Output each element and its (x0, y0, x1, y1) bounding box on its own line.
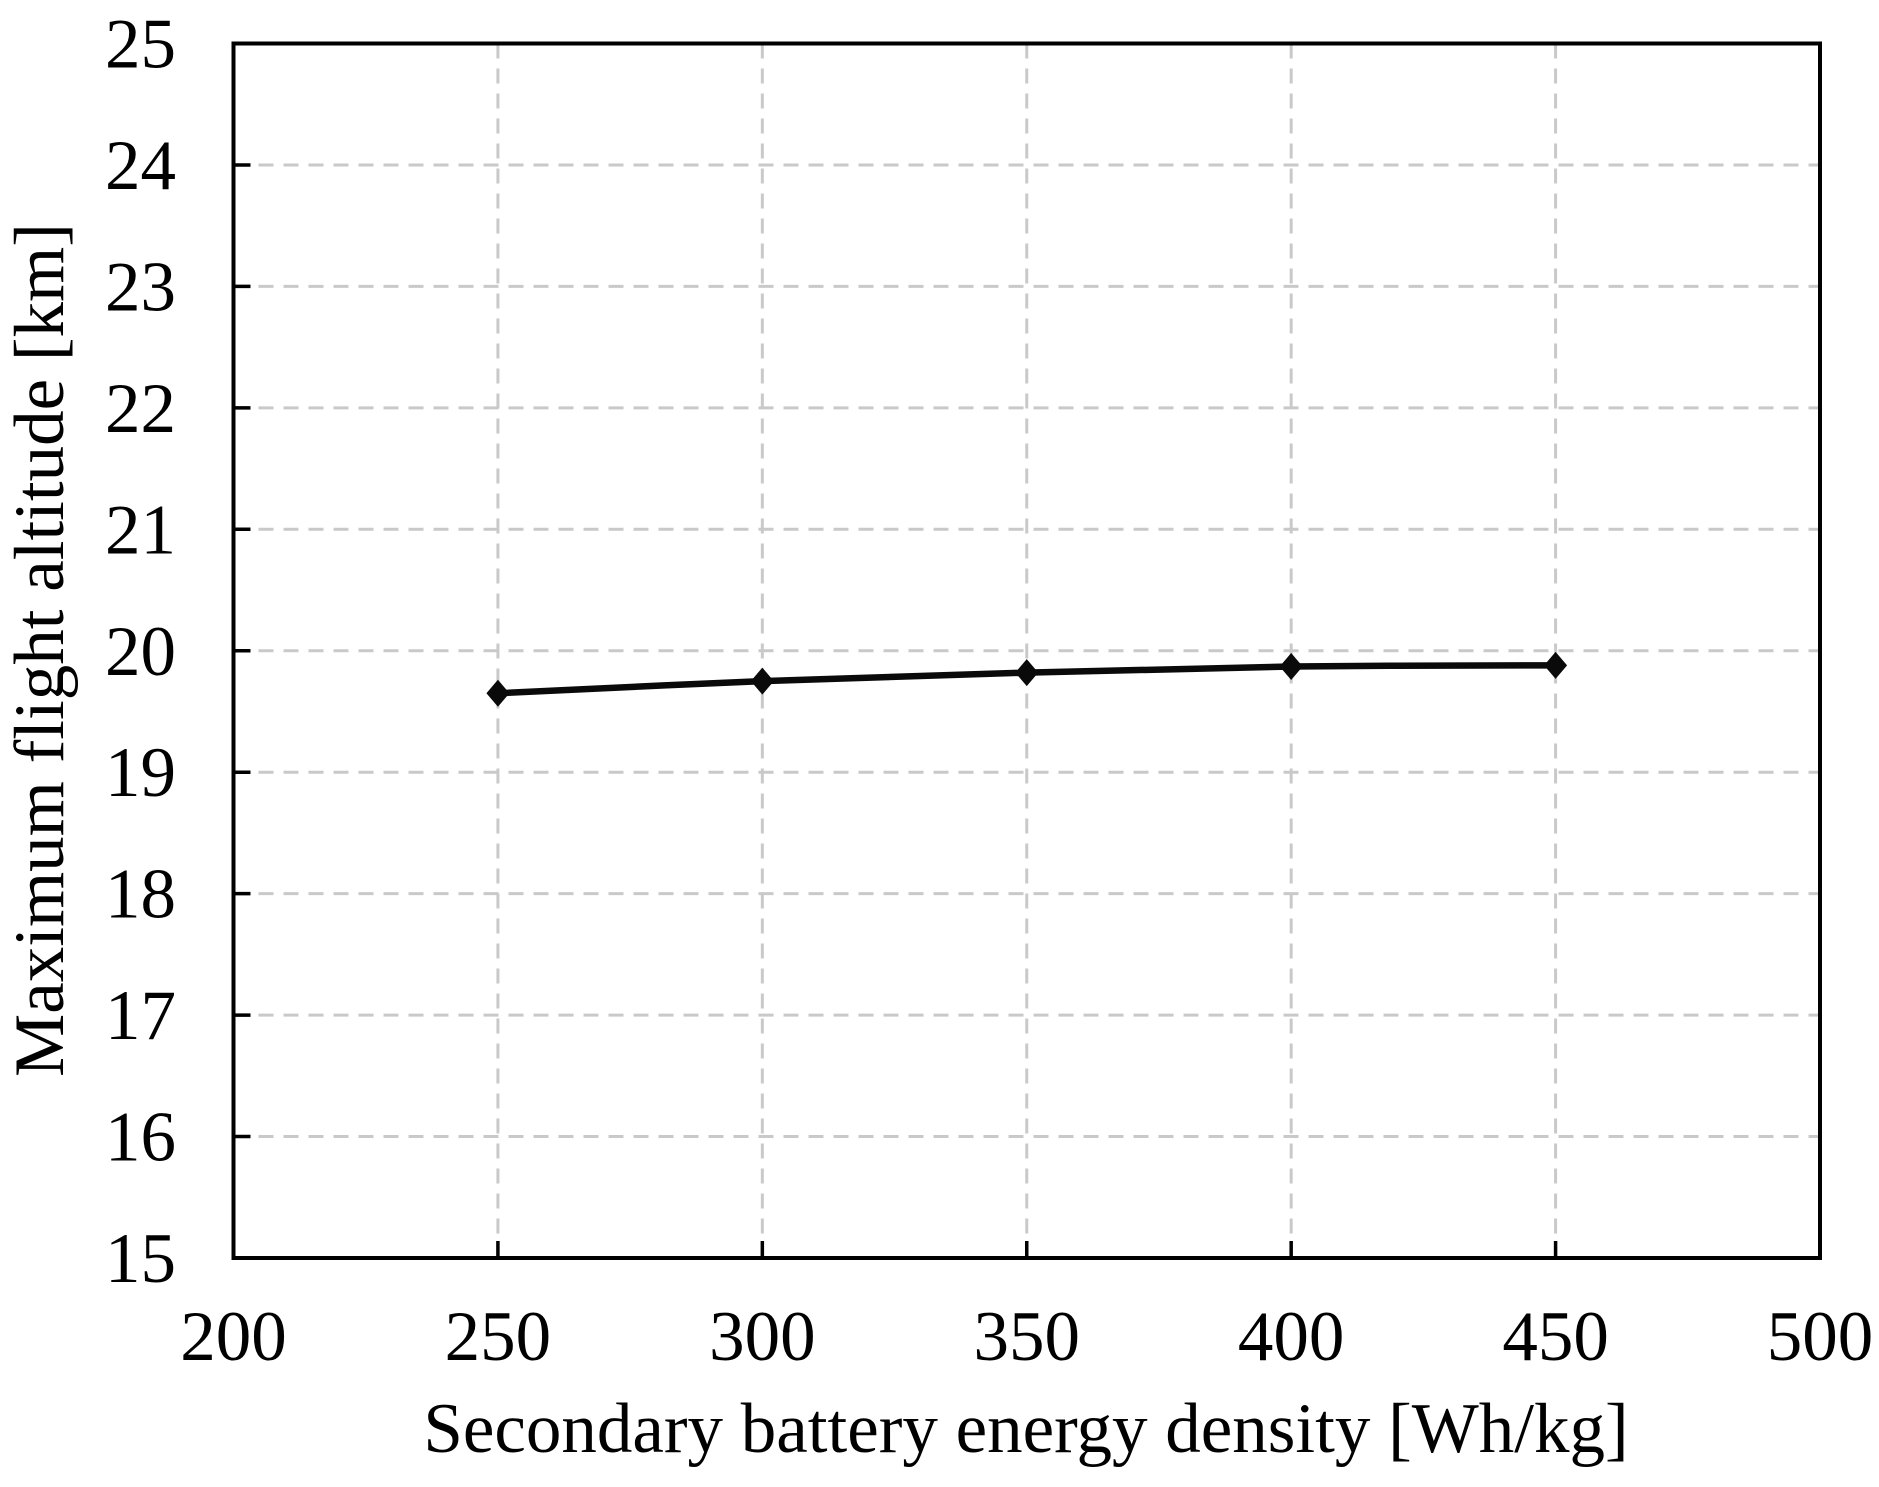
data-point-marker-250 (486, 679, 510, 707)
x-axis-title: Secondary battery energy density [Wh/kg] (423, 1390, 1628, 1468)
y-tick-label-22: 22 (105, 370, 176, 448)
y-tick-label-23: 23 (105, 248, 176, 326)
axis-tick-marks (233, 163, 1558, 1258)
x-tick-label-250: 250 (445, 1298, 552, 1376)
x-axis-tick-labels: 200 250 300 350 400 450 500 (180, 1298, 1873, 1376)
data-point-marker-300 (750, 667, 774, 695)
y-tick-label-25: 25 (105, 6, 176, 84)
y-axis-title: Maximum flight altitude [km] (1, 223, 79, 1077)
y-tick-label-18: 18 (105, 856, 176, 934)
y-axis-tick-labels: 15 16 17 18 19 20 21 22 23 24 25 (105, 6, 176, 1299)
x-tick-label-500: 500 (1767, 1298, 1874, 1376)
x-tick-label-350: 350 (974, 1298, 1081, 1376)
x-tick-label-450: 450 (1502, 1298, 1609, 1376)
data-point-marker-400 (1279, 653, 1303, 681)
y-tick-label-20: 20 (105, 613, 176, 691)
x-tick-label-300: 300 (709, 1298, 816, 1376)
data-point-marker-350 (1015, 659, 1039, 687)
series-markers (486, 651, 1568, 707)
y-tick-label-19: 19 (105, 734, 176, 812)
y-tick-label-21: 21 (105, 491, 176, 569)
x-tick-label-400: 400 (1238, 1298, 1345, 1376)
y-tick-label-24: 24 (105, 127, 176, 205)
y-tick-label-16: 16 (105, 1099, 176, 1177)
gridlines (233, 43, 1820, 1258)
y-tick-label-17: 17 (105, 977, 176, 1055)
y-tick-label-15: 15 (105, 1220, 176, 1298)
x-tick-label-200: 200 (180, 1298, 287, 1376)
data-point-marker-450 (1544, 651, 1568, 679)
